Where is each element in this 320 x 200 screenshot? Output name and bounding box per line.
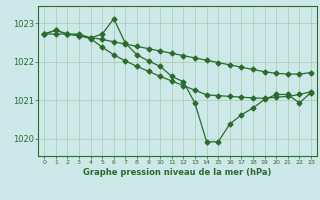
X-axis label: Graphe pression niveau de la mer (hPa): Graphe pression niveau de la mer (hPa) <box>84 168 272 177</box>
